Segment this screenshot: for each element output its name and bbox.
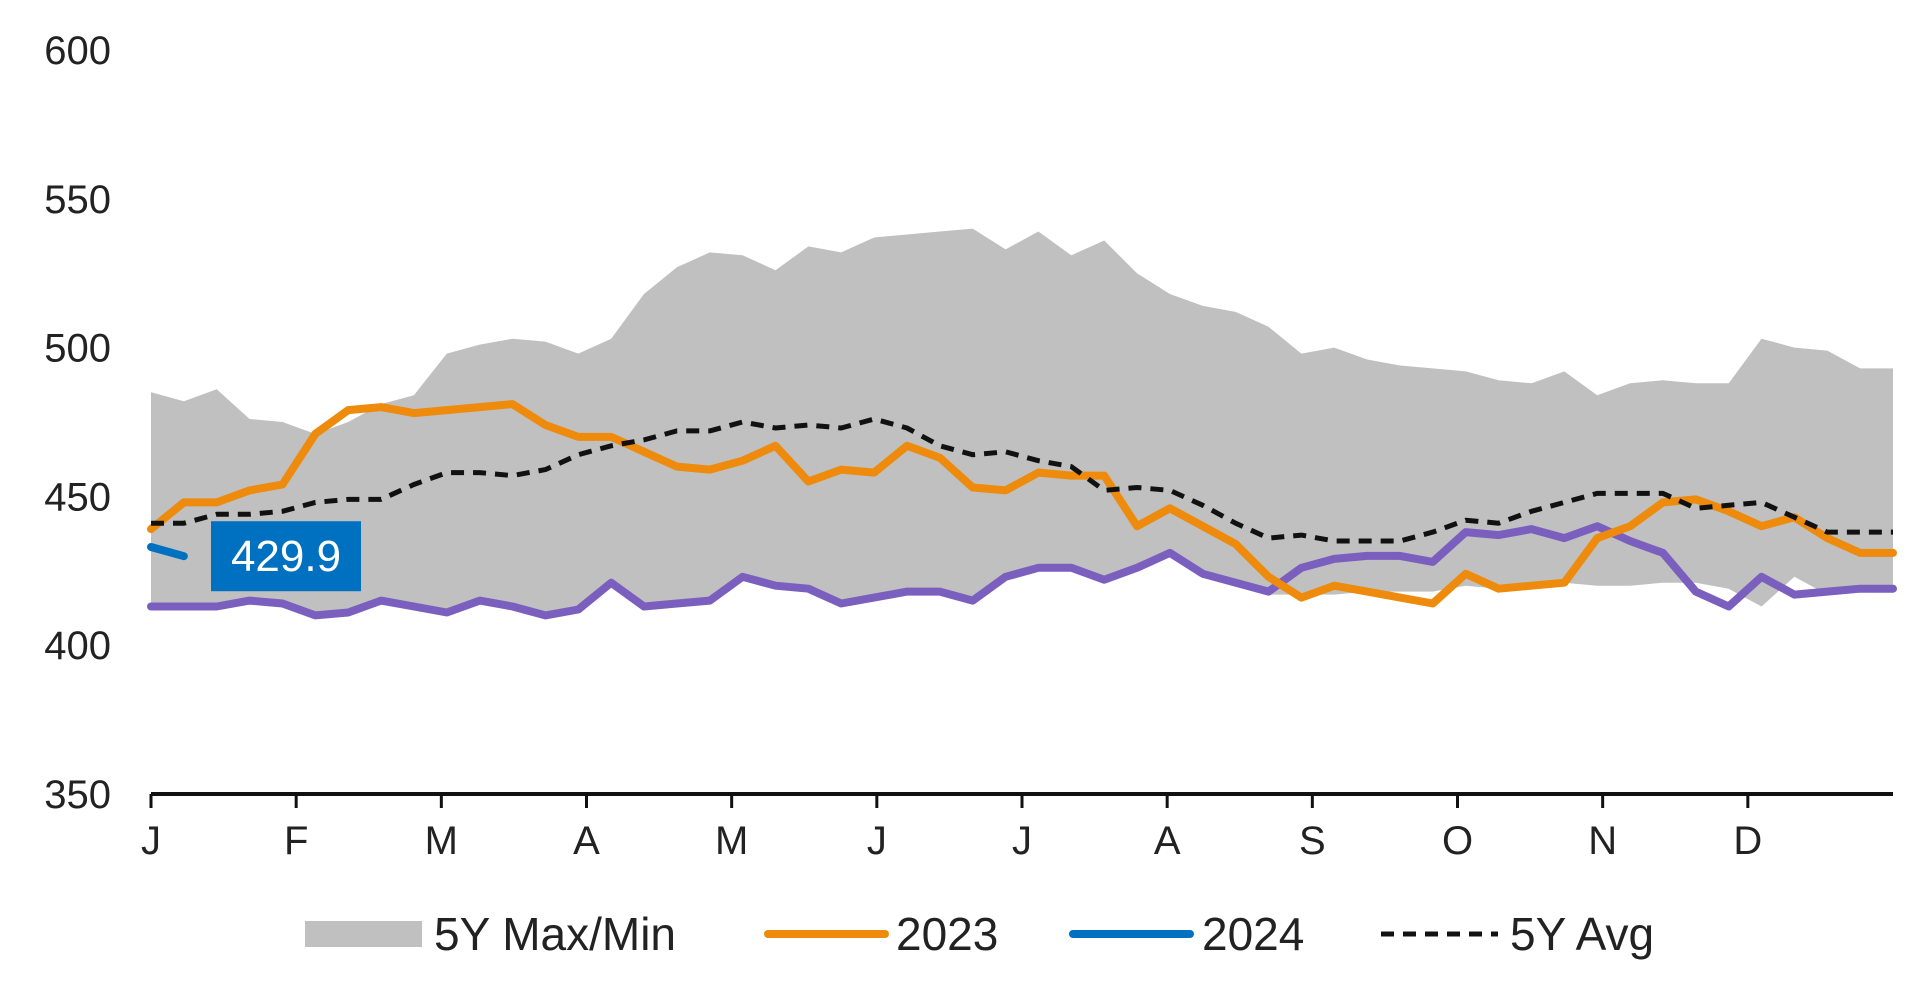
- x-tick-label: J: [141, 819, 161, 863]
- legend-label-2023: 2023: [896, 908, 998, 960]
- value-callout-text: 429.9: [231, 532, 341, 581]
- band-5y-max-min: [151, 228, 1893, 616]
- x-tick-label: J: [867, 819, 887, 863]
- band-layer: [151, 228, 1893, 616]
- series-line-unlabeled: [147, 522, 1897, 620]
- x-tick-label: M: [425, 819, 458, 863]
- x-tick-label: J: [1012, 819, 1032, 863]
- series-layer: [147, 400, 1897, 620]
- axis-layer: 350 400 450 500 550 600 J F M A M J J A S O N D: [44, 29, 1893, 863]
- legend-label-2024: 2024: [1202, 908, 1304, 960]
- x-tick-label: S: [1299, 819, 1326, 863]
- value-callout-box: [211, 521, 361, 592]
- x-tick-label: O: [1442, 819, 1473, 863]
- y-tick-label: 450: [44, 475, 111, 519]
- x-tick-label: M: [715, 819, 748, 863]
- y-tick-label: 600: [44, 29, 111, 73]
- series-line-2024: [147, 543, 188, 561]
- callout-layer: 429.9: [211, 521, 361, 592]
- x-tick-label: A: [573, 819, 600, 863]
- x-tick-label: F: [284, 819, 308, 863]
- legend-swatch-5y-max-min: [305, 921, 422, 947]
- series-line-5y-avg: [151, 416, 1893, 544]
- y-tick-label: 550: [44, 178, 111, 222]
- y-tick-label: 400: [44, 624, 111, 668]
- legend: 5Y Max/Min 2023 2024 5Y Avg: [305, 908, 1654, 960]
- x-tick-label: N: [1588, 819, 1617, 863]
- legend-label-5y-max-min: 5Y Max/Min: [434, 908, 676, 960]
- y-tick-label: 350: [44, 773, 111, 817]
- series-line-2023: [147, 400, 1897, 608]
- x-tick-label: A: [1154, 819, 1181, 863]
- legend-label-5y-avg: 5Y Avg: [1510, 908, 1654, 960]
- y-tick-label: 500: [44, 327, 111, 371]
- x-tick-label: D: [1733, 819, 1762, 863]
